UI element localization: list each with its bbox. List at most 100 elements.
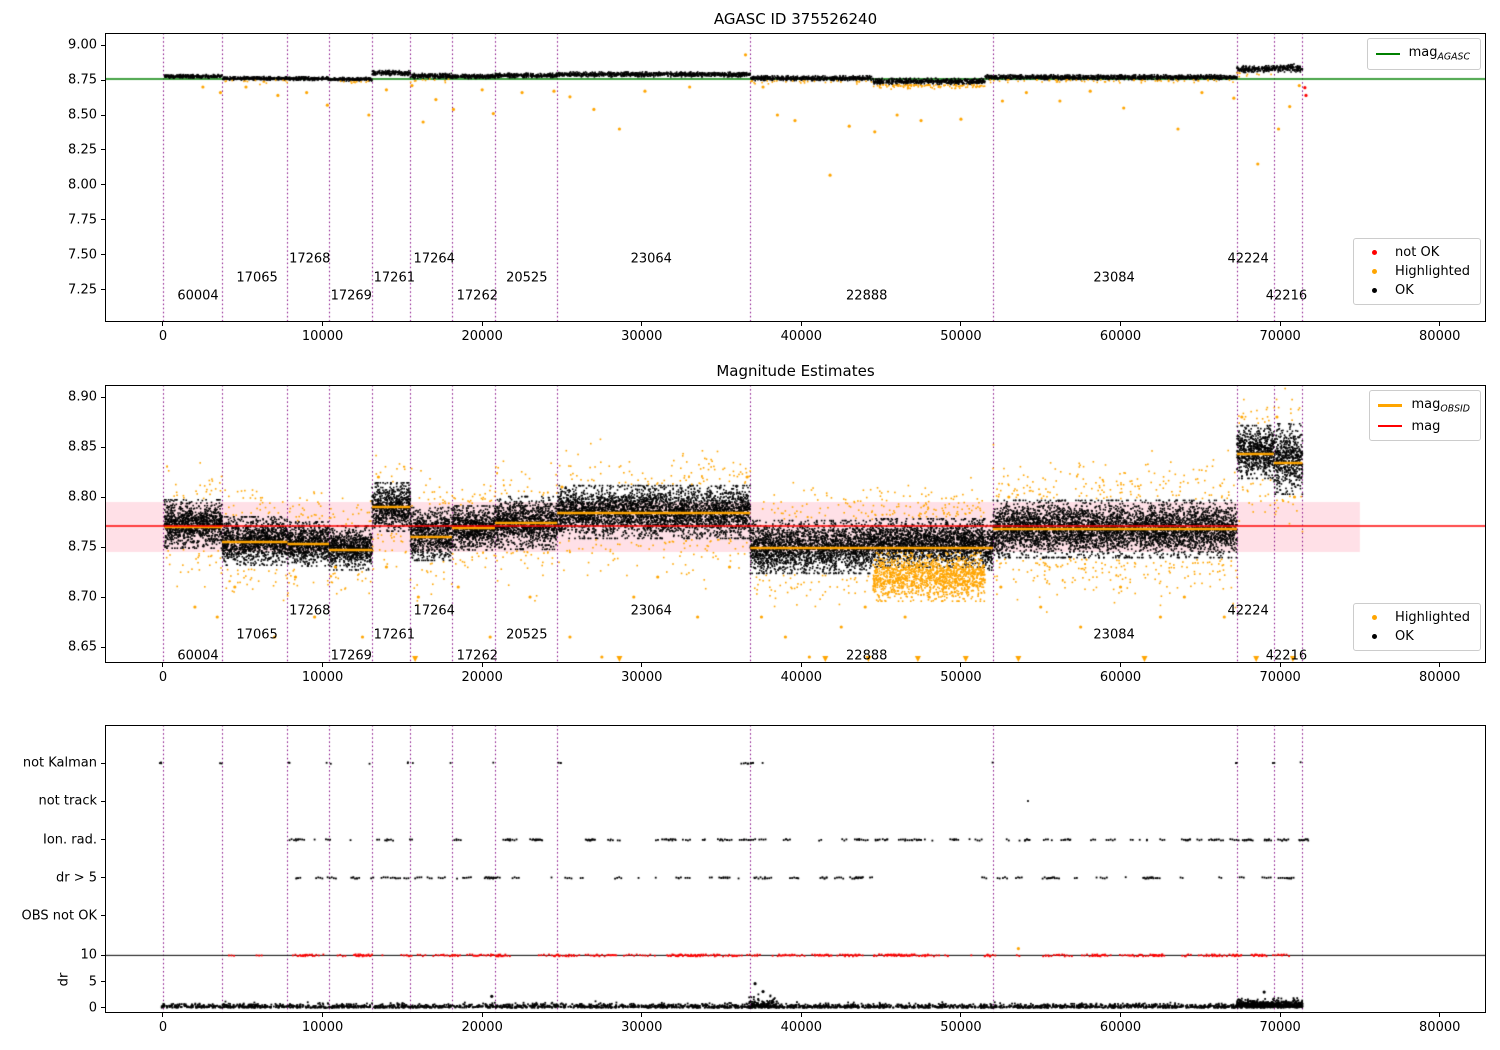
x-tick-label: 40000 bbox=[780, 329, 823, 344]
obsid-label: 23064 bbox=[630, 603, 672, 619]
legend-item: magAGASC bbox=[1375, 43, 1470, 65]
legend: magAGASC bbox=[1366, 38, 1481, 70]
legend: magOBSID mag bbox=[1369, 390, 1481, 441]
y-tick-label: 8.75 bbox=[68, 72, 97, 88]
y-tick-label: 8.65 bbox=[68, 639, 97, 655]
legend-dot-swatch-icon bbox=[1362, 250, 1386, 255]
y-tick-mark bbox=[101, 596, 105, 598]
dr-tick-label: 5 bbox=[88, 974, 97, 990]
x-tick-mark bbox=[641, 663, 643, 667]
y-tick-mark bbox=[101, 954, 105, 956]
x-tick-label: 80000 bbox=[1419, 670, 1461, 685]
x-tick-label: 80000 bbox=[1419, 1020, 1461, 1035]
legend-label: magAGASC bbox=[1408, 45, 1470, 63]
y-tick-label: 8.85 bbox=[68, 439, 97, 455]
x-tick-mark bbox=[800, 322, 802, 326]
y-tick-mark bbox=[101, 184, 105, 186]
obsid-label: 17262 bbox=[456, 288, 498, 304]
x-tick-mark bbox=[641, 322, 643, 326]
x-tick-mark bbox=[1120, 663, 1122, 667]
x-tick-mark bbox=[1439, 663, 1441, 667]
y-tick-label: 8.75 bbox=[68, 539, 97, 555]
x-tick-mark bbox=[1439, 1013, 1441, 1017]
legend-dot-swatch-icon bbox=[1362, 288, 1386, 293]
x-tick-label: 70000 bbox=[1259, 329, 1301, 344]
x-tick-label: 30000 bbox=[621, 329, 663, 344]
x-tick-label: 60000 bbox=[1099, 1020, 1142, 1035]
obsid-label: 23084 bbox=[1093, 627, 1135, 643]
y-tick-mark bbox=[101, 546, 105, 548]
obsid-label: 60004 bbox=[177, 288, 219, 304]
y-tick-label: 7.25 bbox=[68, 282, 97, 298]
flag-row-label: not track bbox=[38, 793, 97, 809]
obsid-label: 17268 bbox=[289, 603, 331, 619]
legend-line-swatch-icon bbox=[1378, 425, 1403, 428]
flag-row-label: dr > 5 bbox=[55, 870, 97, 886]
legend-label: Highlighted bbox=[1395, 264, 1470, 279]
legend-label: mag bbox=[1411, 418, 1441, 434]
y-tick-mark bbox=[101, 149, 105, 151]
x-tick-label: 70000 bbox=[1259, 1020, 1301, 1035]
obsid-label: 22888 bbox=[846, 648, 888, 664]
plot-area-magnitude-estimates bbox=[105, 385, 1486, 663]
legend: Highlighted OK bbox=[1353, 603, 1481, 651]
y-tick-mark bbox=[101, 79, 105, 81]
y-tick-mark bbox=[101, 800, 105, 802]
legend-dot-swatch-icon bbox=[1362, 634, 1386, 639]
obsid-label: 17269 bbox=[330, 288, 372, 304]
obsid-label: 42216 bbox=[1265, 288, 1308, 304]
obsid-label: 42216 bbox=[1265, 648, 1308, 664]
flag-row-label: OBS not OK bbox=[21, 908, 98, 924]
legend-label: magOBSID bbox=[1411, 397, 1470, 415]
x-tick-label: 0 bbox=[158, 1020, 168, 1035]
legend-item: Highlighted bbox=[1362, 262, 1470, 281]
legend-dot-swatch-icon bbox=[1362, 615, 1386, 620]
obsid-label: 17262 bbox=[456, 648, 498, 664]
flag-row-label: not Kalman bbox=[22, 755, 97, 771]
dr-tick-label: 0 bbox=[88, 1000, 97, 1016]
obsid-label: 17269 bbox=[330, 648, 372, 664]
y-tick-mark bbox=[101, 446, 105, 448]
legend-line-swatch-icon bbox=[1375, 52, 1400, 55]
x-tick-mark bbox=[641, 1013, 643, 1017]
x-tick-mark bbox=[162, 1013, 164, 1017]
obsid-label: 23064 bbox=[630, 251, 672, 267]
y-tick-mark bbox=[101, 981, 105, 983]
y-tick-mark bbox=[101, 396, 105, 398]
x-tick-label: 70000 bbox=[1259, 670, 1301, 685]
x-tick-mark bbox=[960, 322, 962, 326]
x-tick-label: 40000 bbox=[780, 670, 823, 685]
legend-item: mag bbox=[1378, 417, 1470, 436]
y-tick-label: 8.70 bbox=[68, 589, 97, 605]
legend-dot-swatch-icon bbox=[1362, 269, 1386, 274]
legend-item: magOBSID bbox=[1378, 395, 1470, 417]
y-tick-mark bbox=[101, 877, 105, 879]
x-tick-mark bbox=[481, 322, 483, 326]
x-tick-mark bbox=[960, 663, 962, 667]
x-tick-label: 10000 bbox=[301, 1020, 344, 1035]
x-tick-mark bbox=[800, 1013, 802, 1017]
x-tick-mark bbox=[800, 663, 802, 667]
legend-label: not OK bbox=[1395, 245, 1440, 260]
x-tick-label: 60000 bbox=[1099, 329, 1142, 344]
y-tick-label: 7.75 bbox=[68, 212, 97, 228]
x-tick-mark bbox=[1120, 322, 1122, 326]
obsid-label: 22888 bbox=[846, 288, 888, 304]
legend-item: OK bbox=[1362, 627, 1470, 646]
x-tick-label: 0 bbox=[158, 670, 168, 685]
y-tick-mark bbox=[101, 219, 105, 221]
x-tick-label: 20000 bbox=[461, 329, 503, 344]
obsid-label: 17264 bbox=[413, 251, 455, 267]
y-tick-label: 8.80 bbox=[68, 489, 97, 505]
x-tick-label: 60000 bbox=[1099, 670, 1142, 685]
obsid-label: 42224 bbox=[1227, 251, 1269, 267]
x-tick-mark bbox=[481, 663, 483, 667]
plot-area-flags-dr bbox=[105, 725, 1486, 1013]
x-tick-label: 40000 bbox=[780, 1020, 823, 1035]
x-tick-label: 30000 bbox=[621, 1020, 663, 1035]
y-tick-mark bbox=[101, 114, 105, 116]
x-tick-mark bbox=[322, 1013, 324, 1017]
y-tick-mark bbox=[101, 496, 105, 498]
chart-title-agasc-id: AGASC ID 375526240 bbox=[713, 10, 878, 28]
